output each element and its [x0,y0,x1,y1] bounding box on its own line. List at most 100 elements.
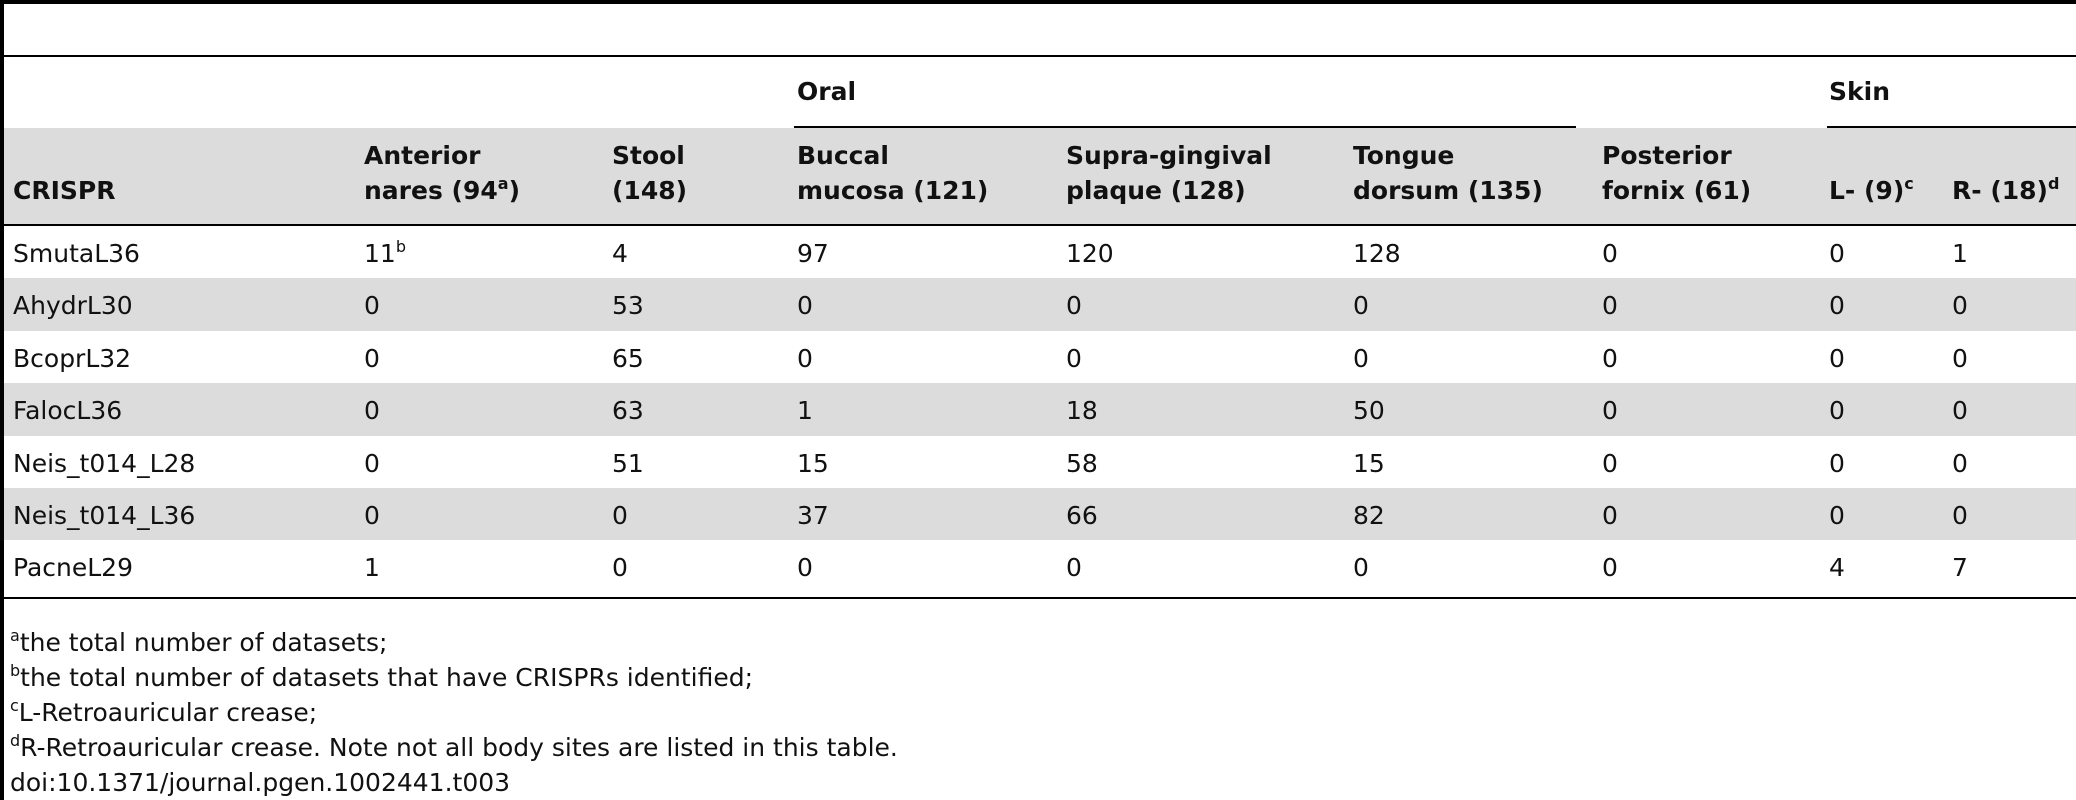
cell: 63 [612,396,644,426]
cell: 50 [1353,396,1385,426]
header-text: CRISPR [13,176,116,205]
column-header: CRISPR [13,178,115,203]
column-header: Buccal [797,143,889,168]
cell: 0 [364,501,380,530]
cell: 51 [612,448,644,478]
header-text: plaque (128) [1066,176,1246,205]
row-band [4,383,2076,436]
footnote: dR-Retroauricular crease. Note not all b… [10,733,898,762]
cell: 0 [1952,448,1968,478]
cell: 65 [612,343,644,373]
cell: 0 [1952,343,1968,373]
footnote-text: R-Retroauricular crease. Note not all bo… [20,733,898,762]
cell: 82 [1353,501,1385,530]
cell: 15 [1353,448,1385,478]
footnote-marker: d [10,731,21,750]
footnote: cL-Retroauricular crease; [10,698,318,727]
cell: 0 [1829,343,1845,373]
cell: 0 [1353,553,1369,583]
cell: 1 [1952,239,1968,268]
column-header: plaque (128) [1066,178,1246,203]
cell: 0 [1602,291,1618,321]
cell: 0 [364,396,380,426]
cell: 53 [612,291,644,321]
header-text: nares (94 [364,176,498,205]
footnote-text: the total number of datasets; [19,628,388,657]
column-header: dorsum (135) [1353,178,1543,203]
footnote-marker: a [10,626,20,645]
header-text: L- (9) [1829,176,1905,205]
header-text: R- (18) [1952,176,2048,205]
cell: 1 [364,553,380,583]
header-text: Posterior [1602,141,1732,170]
footnote-marker: c [10,696,19,715]
row-label: Neis_t014_L36 [13,501,196,530]
cell: 0 [1829,239,1845,268]
group-label: Skin [1829,77,1890,106]
cell: 4 [612,239,628,268]
column-header: nares (94a) [364,176,520,205]
column-header: Posterior [1602,143,1732,168]
header-superscript: c [1904,174,1914,193]
column-header: R- (18)d [1952,176,2059,205]
header-text: fornix (61) [1602,176,1752,205]
header-rule [4,224,2076,226]
row-label: AhydrL30 [13,291,133,321]
cell: 0 [612,501,628,530]
cell: 0 [1952,291,1968,321]
header-text: dorsum (135) [1353,176,1543,205]
cell: 120 [1066,239,1114,268]
cell: 11b [364,239,406,268]
cell: 0 [364,343,380,373]
column-header: fornix (61) [1602,178,1751,203]
cell: 58 [1066,448,1098,478]
footnote: bthe total number of datasets that have … [10,663,753,692]
cell: 0 [1952,501,1968,530]
cell: 128 [1353,239,1401,268]
header-band [4,128,2076,225]
row-label: FalocL36 [13,396,123,426]
cell-value: 11 [364,239,396,268]
left-border [0,0,4,800]
header-text: Tongue [1353,141,1455,170]
cell: 0 [1952,396,1968,426]
group-rule-oral [794,126,1576,128]
header-text: Buccal [797,141,889,170]
header-text: (148) [612,176,688,205]
cell: 0 [1066,291,1082,321]
cell: 0 [612,553,628,583]
footnote-text: the total number of datasets that have C… [20,663,753,692]
footnote: athe total number of datasets; [10,628,388,657]
cell: 15 [797,448,829,478]
cell: 0 [1602,396,1618,426]
table-top-rule [4,55,2076,57]
cell: 0 [1353,291,1369,321]
cell: 1 [797,396,813,426]
group-rule-skin [1827,126,2076,128]
row-label: Neis_t014_L28 [13,448,196,478]
header-superscript: a [497,174,509,193]
footnote-marker: b [10,661,21,680]
header-text: Supra-gingival [1066,141,1272,170]
doi: doi:10.1371/journal.pgen.1002441.t003 [10,768,511,797]
header-text: ) [508,176,520,205]
column-header: Stool [612,143,685,168]
column-header: Supra-gingival [1066,143,1272,168]
header-text: Anterior [364,141,481,170]
cell: 0 [1066,343,1082,373]
table-bottom-rule [4,597,2076,599]
cell: 18 [1066,396,1098,426]
row-band [4,278,2076,331]
cell-superscript: b [395,237,406,256]
row-label: PacneL29 [13,553,133,583]
column-header: Tongue [1353,143,1454,168]
footnote-text: L-Retroauricular crease; [18,698,318,727]
cell: 4 [1829,553,1845,583]
cell: 0 [364,448,380,478]
cell: 0 [797,343,813,373]
cell: 66 [1066,501,1098,530]
cell: 0 [797,553,813,583]
cell: 0 [1066,553,1082,583]
cell: 0 [1829,448,1845,478]
